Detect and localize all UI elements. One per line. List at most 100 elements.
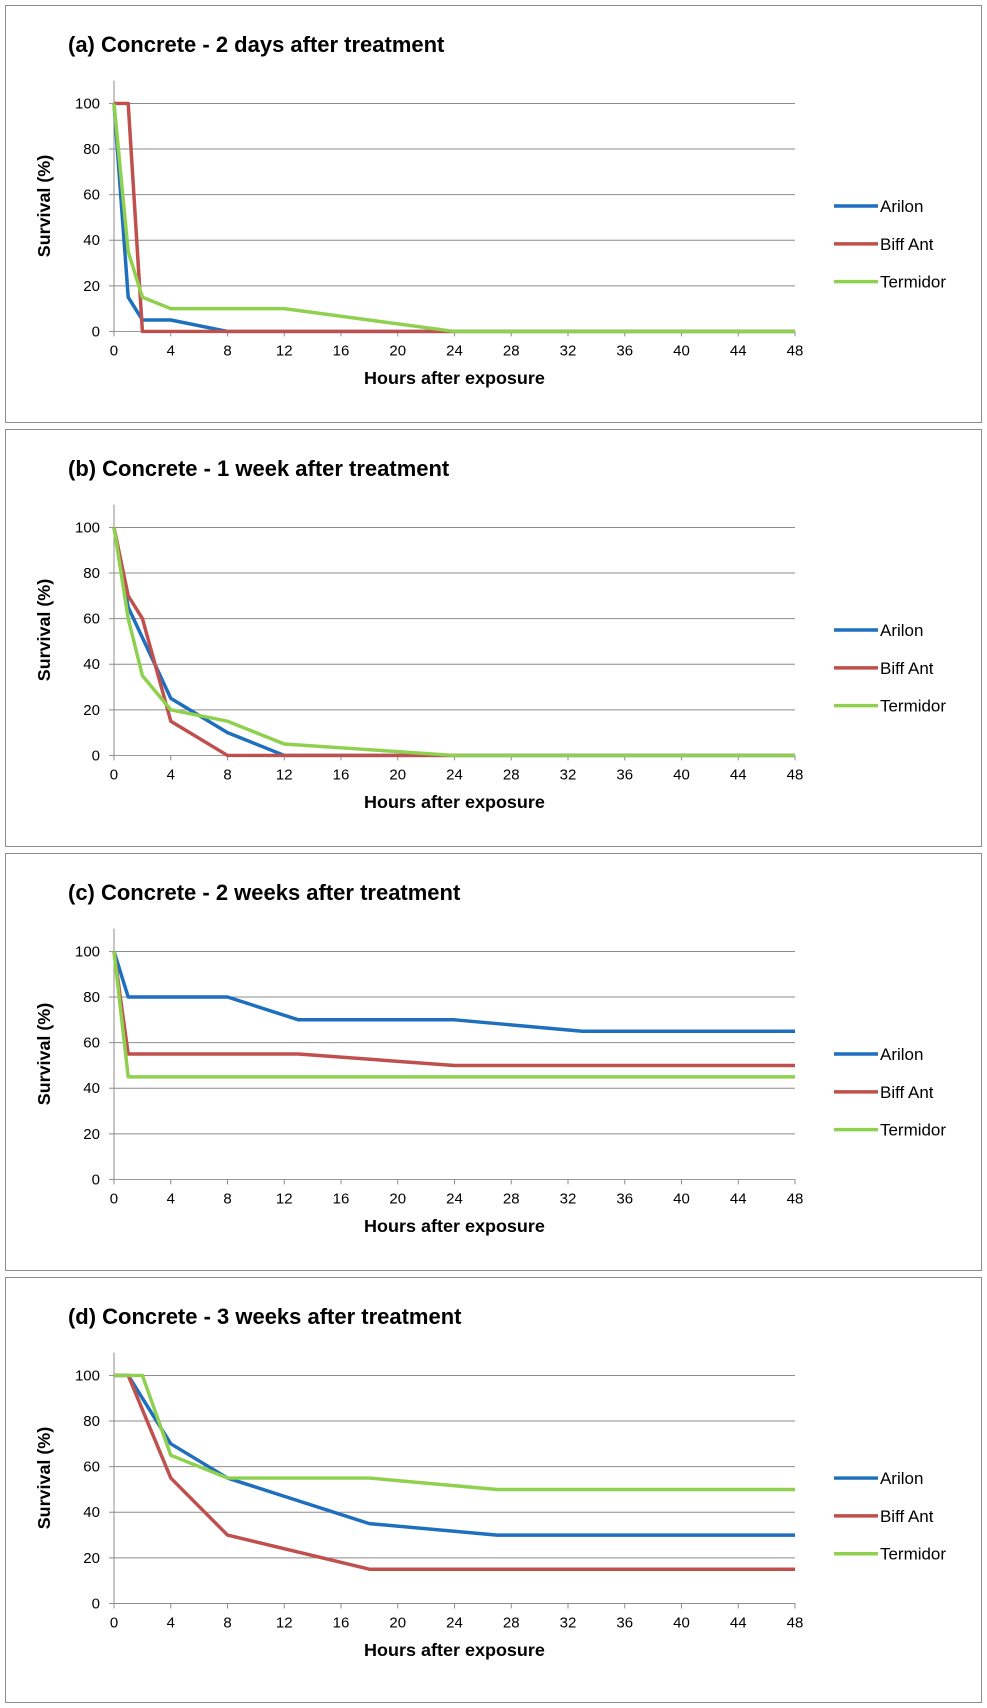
series-line-arilon [112,527,795,758]
y-tick-label: 80 [83,141,100,158]
legend-label: Arilon [880,621,923,640]
x-axis-label: Hours after exposure [364,1640,545,1660]
x-tick-label: 4 [167,1614,175,1631]
x-tick-label: 4 [167,342,175,359]
chart-c: (c) Concrete - 2 weeks after treatment 0… [34,880,946,1236]
y-tick-label: 40 [83,1080,100,1097]
x-tick-label: 0 [110,766,118,783]
x-tick-label: 48 [787,1190,804,1207]
y-tick-label: 0 [92,1171,100,1188]
series-line-termidor [112,951,795,1079]
y-tick-label: 40 [83,656,100,673]
x-tick-label: 8 [223,342,231,359]
y-tick-label: 80 [83,989,100,1006]
chart-d: (d) Concrete - 3 weeks after treatment 0… [34,1304,946,1660]
x-tick-label: 8 [223,766,231,783]
x-tick-label: 12 [276,342,293,359]
y-axis-label: Survival (%) [34,579,54,681]
y-tick-label: 100 [75,519,100,536]
chart-a: (a) Concrete - 2 days after treatment 0 2… [34,32,946,388]
chart-title: (c) Concrete - 2 weeks after treatment [68,880,461,905]
x-tick-label: 28 [503,766,520,783]
y-tick-label: 100 [75,1367,100,1384]
x-tick-label: 24 [446,342,463,359]
y-tick-label: 20 [83,702,100,719]
x-tick-label: 36 [616,342,633,359]
chart-panel-a: (a) Concrete - 2 days after treatment 0 2… [5,5,982,423]
x-tick-label: 4 [167,766,175,783]
chart-panel-d: (d) Concrete - 3 weeks after treatment 0… [5,1277,982,1703]
x-tick-label: 0 [110,1614,118,1631]
y-tick-label: 100 [75,95,100,112]
y-tick-label: 60 [83,1459,100,1476]
x-tick-label: 16 [333,342,350,359]
x-tick-label: 8 [223,1614,231,1631]
y-tick-label: 80 [83,1413,100,1430]
legend-label: Termidor [880,273,946,292]
y-tick-label: 60 [83,1035,100,1052]
x-tick-label: 12 [276,1614,293,1631]
x-tick-label: 24 [446,1190,463,1207]
legend-label: Biff Ant [880,1083,934,1102]
x-tick-label: 44 [730,1614,747,1631]
y-tick-label: 60 [83,187,100,204]
y-axis-label: Survival (%) [34,1003,54,1105]
legend-label: Termidor [880,1545,946,1564]
chart-panel-c: (c) Concrete - 2 weeks after treatment 0… [5,853,982,1271]
x-tick-label: 32 [560,1614,577,1631]
y-tick-label: 80 [83,565,100,582]
legend-label: Arilon [880,197,923,216]
chart-b: (b) Concrete - 1 week after treatment 0 2… [34,456,946,812]
x-tick-label: 36 [616,766,633,783]
x-axis-label: Hours after exposure [364,1216,545,1236]
y-tick-label: 60 [83,611,100,628]
x-tick-label: 24 [446,1614,463,1631]
x-tick-label: 36 [616,1190,633,1207]
legend-label: Biff Ant [880,659,934,678]
x-tick-label: 12 [276,766,293,783]
y-tick-label: 100 [75,943,100,960]
x-tick-label: 16 [333,1190,350,1207]
chart-title: (b) Concrete - 1 week after treatment [68,456,450,481]
x-tick-label: 32 [560,1190,577,1207]
legend-label: Biff Ant [880,1507,934,1526]
y-tick-label: 20 [83,278,100,295]
chart-title: (a) Concrete - 2 days after treatment [68,32,445,57]
x-tick-label: 0 [110,342,118,359]
x-tick-label: 20 [389,766,406,783]
x-axis-label: Hours after exposure [364,368,545,388]
legend-label: Termidor [880,1121,946,1140]
series-line-arilon [112,950,795,1033]
y-tick-label: 0 [92,323,100,340]
y-tick-label: 40 [83,1504,100,1521]
x-tick-label: 20 [389,1614,406,1631]
x-tick-label: 48 [787,1614,804,1631]
series-line-biff-ant [114,101,795,334]
x-tick-label: 28 [503,342,520,359]
x-tick-label: 32 [560,342,577,359]
legend-label: Arilon [880,1469,923,1488]
series-line-biff-ant [112,527,795,758]
x-tick-label: 0 [110,1190,118,1207]
x-tick-label: 40 [673,1614,690,1631]
x-tick-label: 28 [503,1614,520,1631]
series-line-termidor [112,103,795,334]
y-tick-label: 20 [83,1126,100,1143]
series-line-arilon [112,103,795,334]
legend-label: Arilon [880,1045,923,1064]
x-tick-label: 20 [389,1190,406,1207]
series-line-termidor [112,527,795,758]
x-tick-label: 36 [616,1614,633,1631]
x-tick-label: 48 [787,766,804,783]
chart-title: (d) Concrete - 3 weeks after treatment [68,1304,462,1329]
x-tick-label: 32 [560,766,577,783]
x-tick-label: 40 [673,1190,690,1207]
legend-label: Termidor [880,697,946,716]
x-tick-label: 40 [673,342,690,359]
x-tick-label: 16 [333,1614,350,1631]
x-tick-label: 40 [673,766,690,783]
x-tick-label: 16 [333,766,350,783]
chart-panel-b: (b) Concrete - 1 week after treatment 0 2… [5,429,982,847]
x-tick-label: 8 [223,1190,231,1207]
y-tick-label: 20 [83,1550,100,1567]
